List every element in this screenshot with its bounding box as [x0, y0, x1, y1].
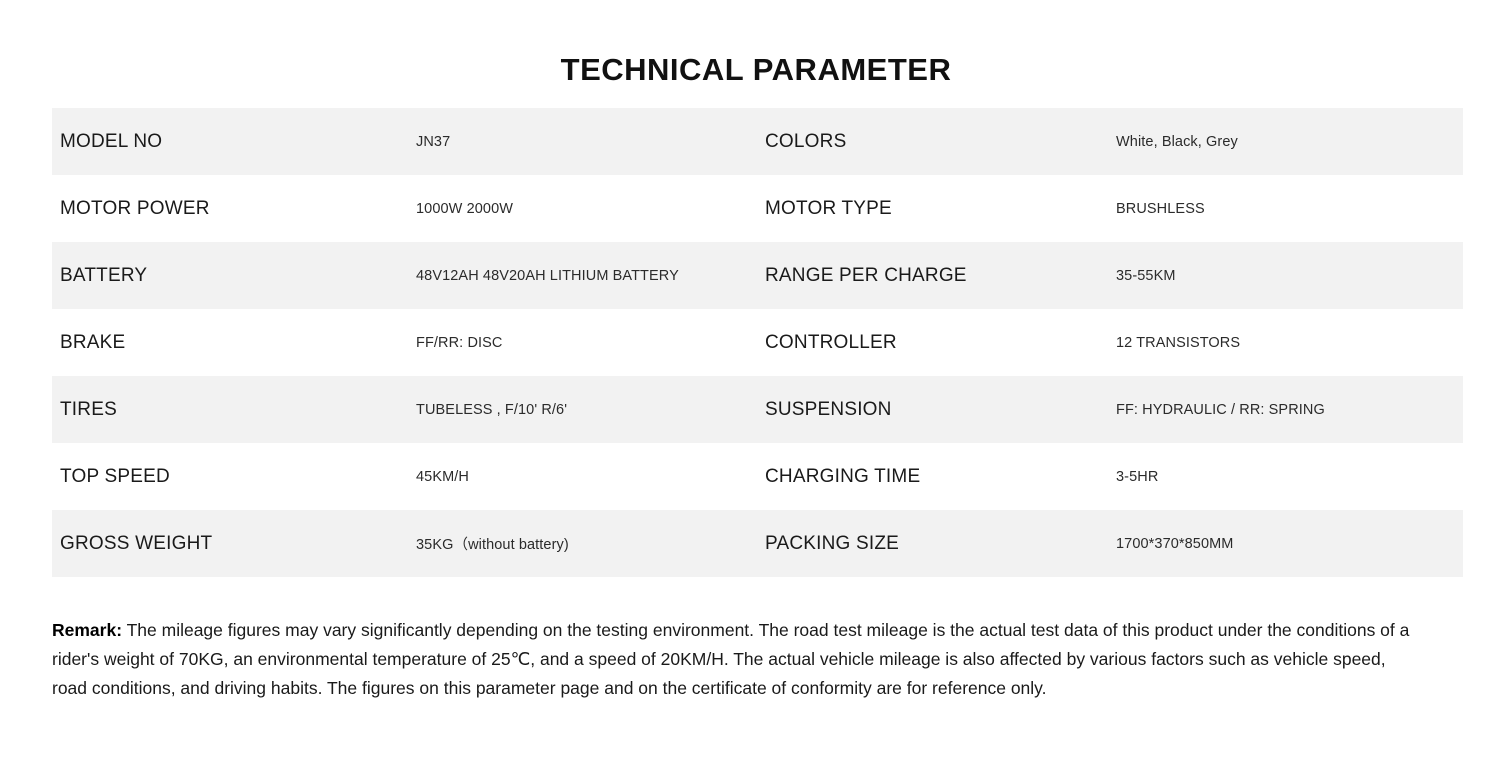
spec-value-colors: White, Black, Grey	[1116, 133, 1238, 150]
spec-label-motor-type: MOTOR TYPE	[765, 197, 892, 219]
spec-label-charging-time: CHARGING TIME	[765, 465, 921, 487]
spec-value-suspension: FF: HYDRAULIC / RR: SPRING	[1116, 401, 1325, 418]
spec-label-controller: CONTROLLER	[765, 331, 897, 353]
spec-label-battery: BATTERY	[60, 264, 148, 286]
table-row: TIRES TUBELESS , F/10' R/6' SUSPENSION F…	[52, 376, 1463, 443]
specifications-table-body: MODEL NO JN37 COLORS White, Black, Grey …	[52, 108, 1463, 577]
spec-value-motor-type: BRUSHLESS	[1116, 200, 1205, 217]
spec-value-top-speed: 45KM/H	[416, 468, 469, 485]
spec-value-packing-size: 1700*370*850MM	[1116, 535, 1234, 552]
table-row: BRAKE FF/RR: DISC CONTROLLER 12 TRANSIST…	[52, 309, 1463, 376]
spec-value-controller: 12 TRANSISTORS	[1116, 334, 1241, 351]
spec-value-tires: TUBELESS , F/10' R/6'	[416, 401, 568, 418]
spec-value-battery: 48V12AH 48V20AH LITHIUM BATTERY	[416, 267, 679, 284]
spec-value-charging-time: 3-5HR	[1116, 468, 1159, 485]
spec-label-motor-power: MOTOR POWER	[60, 197, 210, 219]
spec-value-brake: FF/RR: DISC	[416, 334, 503, 351]
spec-label-suspension: SUSPENSION	[765, 398, 892, 420]
table-row: BATTERY 48V12AH 48V20AH LITHIUM BATTERY …	[52, 242, 1463, 309]
table-row: MOTOR POWER 1000W 2000W MOTOR TYPE BRUSH…	[52, 175, 1463, 242]
remark-label: Remark:	[52, 619, 123, 640]
spec-label-model-no: MODEL NO	[60, 130, 163, 152]
spec-label-range-per-charge: RANGE PER CHARGE	[765, 264, 967, 286]
table-row: TOP SPEED 45KM/H CHARGING TIME 3-5HR	[52, 443, 1463, 510]
spec-label-packing-size: PACKING SIZE	[765, 532, 900, 554]
table-row: MODEL NO JN37 COLORS White, Black, Grey	[52, 108, 1463, 175]
spec-label-brake: BRAKE	[60, 331, 126, 353]
spec-label-tires: TIRES	[60, 398, 117, 420]
spec-value-range-per-charge: 35-55KM	[1116, 267, 1176, 284]
remark-text: The mileage figures may vary significant…	[52, 619, 1410, 698]
specifications-table: MODEL NO JN37 COLORS White, Black, Grey …	[52, 108, 1463, 577]
remark-paragraph: Remark: The mileage figures may vary sig…	[52, 616, 1420, 703]
spec-label-top-speed: TOP SPEED	[60, 465, 170, 487]
spec-value-model-no: JN37	[416, 133, 451, 150]
spec-value-motor-power: 1000W 2000W	[416, 200, 514, 217]
page-title: TECHNICAL PARAMETER	[560, 52, 952, 87]
spec-value-gross-weight: 35KG（without battery)	[416, 537, 569, 553]
spec-label-colors: COLORS	[765, 130, 847, 152]
table-row: GROSS WEIGHT 35KG（without battery) PACKI…	[52, 510, 1463, 577]
spec-label-gross-weight: GROSS WEIGHT	[60, 532, 213, 554]
